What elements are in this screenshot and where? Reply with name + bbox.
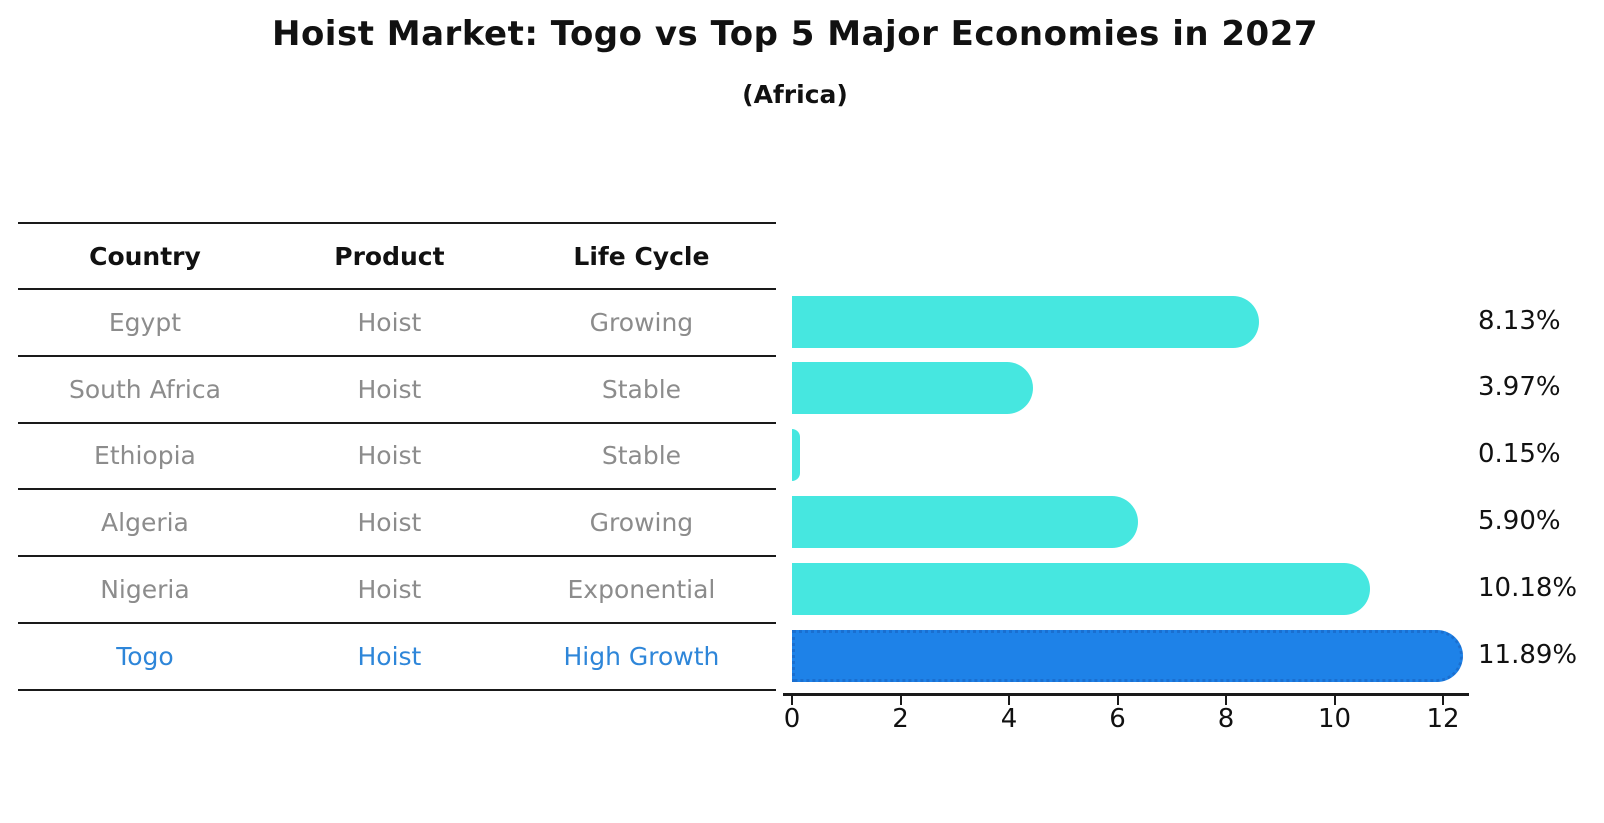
x-axis-tick-label: 8 xyxy=(1217,704,1235,734)
x-axis-tick-label: 6 xyxy=(1109,704,1126,734)
table-cell-country: Ethiopia xyxy=(94,441,196,471)
table-cell-life_cycle: Growing xyxy=(589,508,694,538)
table-cell-product: Hoist xyxy=(357,641,422,671)
x-axis-tick xyxy=(791,695,793,705)
table-cell-country: Nigeria xyxy=(100,575,190,605)
table-cell-product: Hoist xyxy=(357,441,422,471)
bar-value-label: 3.97% xyxy=(1478,372,1561,403)
table-cell-product: Hoist xyxy=(357,508,422,538)
x-axis-tick xyxy=(1225,695,1227,705)
bar-value-label: 0.15% xyxy=(1478,439,1561,470)
chart-subtitle: (Africa) xyxy=(742,80,848,109)
bar-value-label: 5.90% xyxy=(1478,505,1561,536)
country-table: Country Product Life Cycle Egypt Hoist Gro… xyxy=(18,222,776,691)
table-cell-life_cycle: Stable xyxy=(601,441,682,471)
table-cell-product: Hoist xyxy=(357,575,422,605)
table-cell-country: South Africa xyxy=(69,374,221,404)
bar-highlight xyxy=(792,629,1464,682)
table-row: Nigeria Hoist Exponential xyxy=(18,557,776,624)
bar xyxy=(792,362,1034,415)
bar xyxy=(792,429,801,482)
table-header-lifecycle: Life Cycle xyxy=(573,241,710,271)
x-axis-tick xyxy=(1442,695,1444,705)
table-cell-life_cycle: Growing xyxy=(589,307,694,337)
x-axis-tick-label: 0 xyxy=(783,704,801,734)
table-header-country: Country xyxy=(89,241,201,271)
x-axis-tick-label: 4 xyxy=(1000,704,1018,734)
table-row: Egypt Hoist Growing xyxy=(18,290,776,357)
x-axis-tick xyxy=(1333,695,1336,705)
x-axis-tick xyxy=(1116,695,1119,705)
table-header-row: Country Product Life Cycle xyxy=(18,224,776,290)
x-axis-tick xyxy=(899,695,902,705)
bar xyxy=(792,562,1371,615)
table-cell-country: Egypt xyxy=(108,307,182,337)
table-cell-life_cycle: Exponential xyxy=(567,575,716,605)
x-axis-tick-label: 10 xyxy=(1317,704,1352,734)
table-cell-product: Hoist xyxy=(357,307,422,337)
bar-value-label: 11.89% xyxy=(1478,639,1578,670)
bar xyxy=(792,295,1260,348)
x-axis-tick-label: 12 xyxy=(1426,704,1460,734)
table-cell-product: Hoist xyxy=(357,374,422,404)
bar-value-label: 10.18% xyxy=(1478,572,1578,603)
table-row: Ethiopia Hoist Stable xyxy=(18,424,776,491)
bar xyxy=(792,495,1139,548)
table-cell-country: Togo xyxy=(116,641,174,671)
x-axis-tick xyxy=(1008,695,1010,705)
table-row: Algeria Hoist Growing xyxy=(18,490,776,558)
table-cell-life_cycle: Stable xyxy=(601,374,682,404)
table-cell-life_cycle: High Growth xyxy=(563,641,720,671)
chart-title: Hoist Market: Togo vs Top 5 Major Econom… xyxy=(271,14,1319,54)
bar-value-label: 8.13% xyxy=(1478,305,1561,336)
x-axis-tick-label: 2 xyxy=(892,704,909,734)
table-row: South Africa Hoist Stable xyxy=(18,357,776,424)
table-header-product: Product xyxy=(334,241,445,271)
table-body: Egypt Hoist Growing South Africa Hoist Stable… xyxy=(18,290,776,691)
table-row: Togo Hoist High Growth xyxy=(18,624,776,691)
table-cell-country: Algeria xyxy=(101,508,189,538)
x-axis-line xyxy=(783,693,1469,696)
